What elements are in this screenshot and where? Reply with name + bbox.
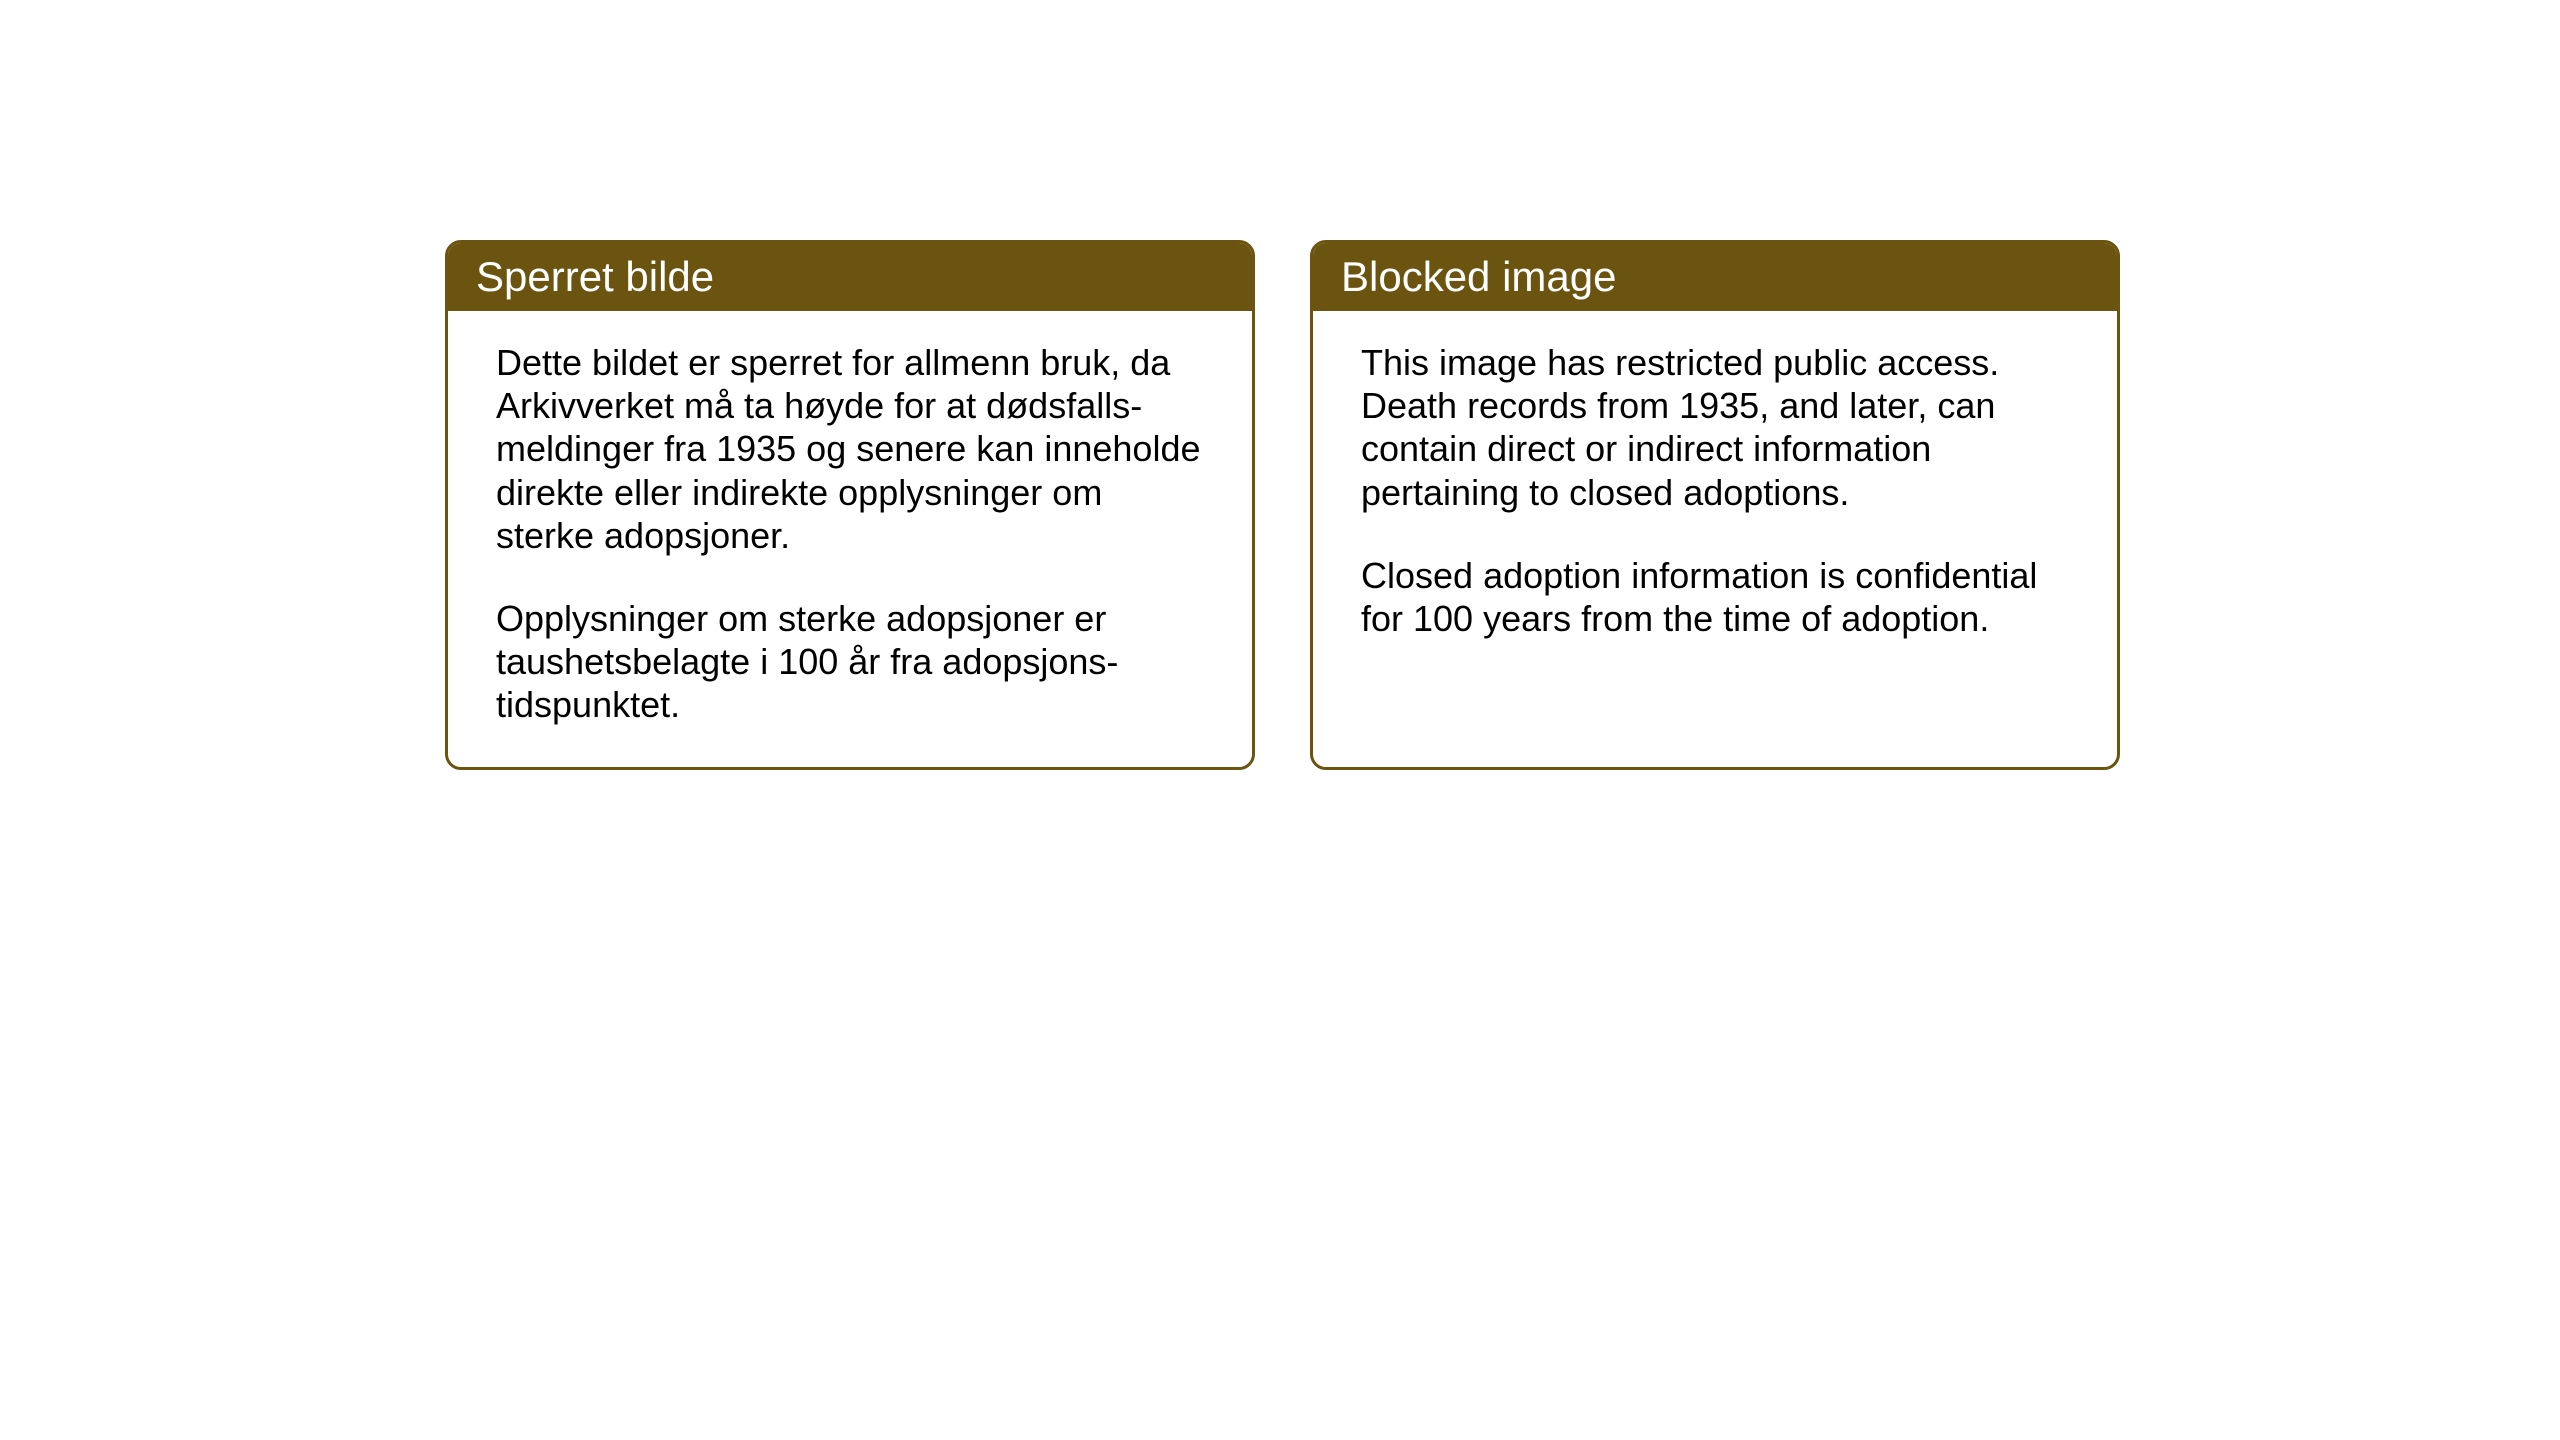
notice-paragraph-2-english: Closed adoption information is confident… (1361, 554, 2069, 640)
notice-box-english: Blocked image This image has restricted … (1310, 240, 2120, 770)
notice-header-english: Blocked image (1313, 243, 2117, 311)
notice-body-english: This image has restricted public access.… (1313, 311, 2117, 741)
notice-header-norwegian: Sperret bilde (448, 243, 1252, 311)
notice-paragraph-1-norwegian: Dette bildet er sperret for allmenn bruk… (496, 341, 1204, 557)
notice-paragraph-1-english: This image has restricted public access.… (1361, 341, 2069, 514)
notice-box-norwegian: Sperret bilde Dette bildet er sperret fo… (445, 240, 1255, 770)
notice-paragraph-2-norwegian: Opplysninger om sterke adopsjoner er tau… (496, 597, 1204, 727)
notice-body-norwegian: Dette bildet er sperret for allmenn bruk… (448, 311, 1252, 767)
notice-title-english: Blocked image (1341, 253, 1616, 300)
notice-title-norwegian: Sperret bilde (476, 253, 714, 300)
notices-container: Sperret bilde Dette bildet er sperret fo… (445, 240, 2120, 770)
